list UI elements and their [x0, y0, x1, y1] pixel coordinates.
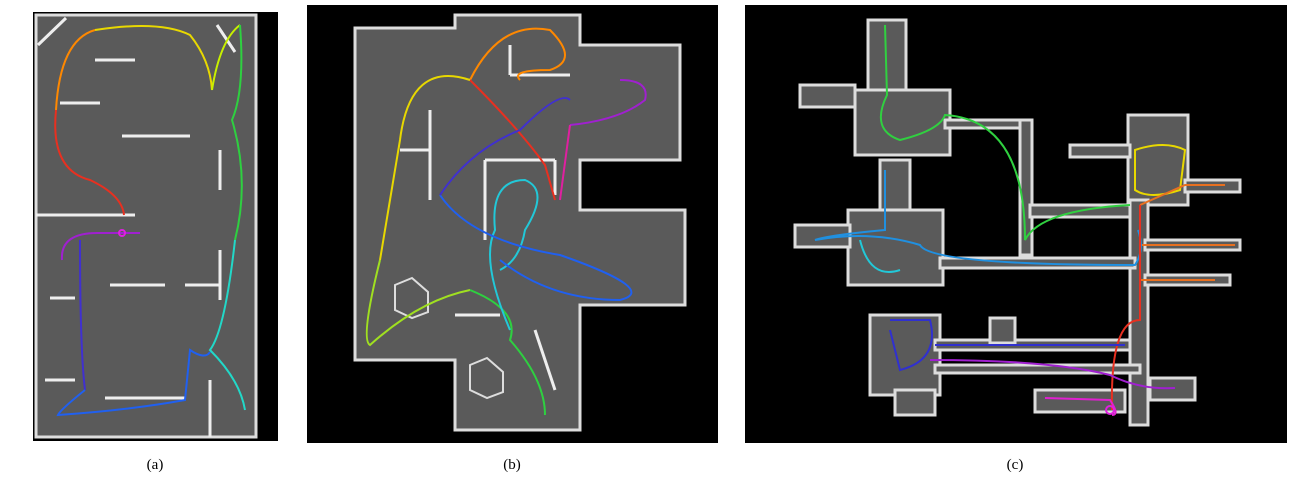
caption: (c): [985, 457, 1045, 474]
caption: (a): [125, 457, 185, 474]
panel-b: [307, 5, 718, 443]
maps: [0, 0, 1294, 480]
caption: (b): [482, 457, 542, 474]
panel-c: [745, 5, 1287, 443]
figure: (a) (b) (c): [0, 0, 1294, 480]
panel-a: [33, 12, 278, 441]
